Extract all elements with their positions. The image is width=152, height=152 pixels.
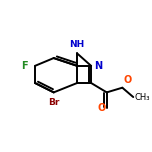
Text: F: F bbox=[22, 61, 28, 71]
Text: N: N bbox=[94, 61, 102, 71]
Text: O: O bbox=[123, 75, 131, 85]
Text: CH₃: CH₃ bbox=[135, 93, 150, 102]
Text: Br: Br bbox=[48, 98, 59, 107]
Text: O: O bbox=[98, 103, 106, 113]
Text: NH: NH bbox=[69, 40, 85, 49]
